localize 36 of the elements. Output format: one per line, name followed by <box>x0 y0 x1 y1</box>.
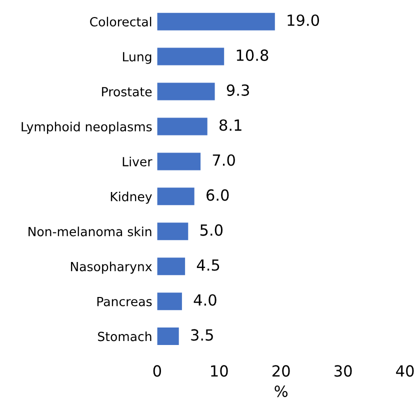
bar <box>157 12 275 30</box>
x-axis-title: % <box>274 386 288 398</box>
data-label: 5.0 <box>200 224 223 236</box>
bar <box>157 188 194 206</box>
data-label: 7.0 <box>212 154 235 166</box>
bar <box>157 48 224 66</box>
y-tick-label: Lung <box>123 52 152 64</box>
x-tick-label: 10 <box>211 365 228 377</box>
data-label: 4.5 <box>196 259 220 271</box>
bar <box>157 328 179 346</box>
x-tick-label: 40 <box>396 365 414 377</box>
y-tick-label: Stomach <box>98 332 152 342</box>
data-label: 6.0 <box>206 189 229 201</box>
y-tick-label: Nasopharynx <box>70 262 152 274</box>
data-label: 19.0 <box>288 14 320 26</box>
y-tick-label: Colorectal <box>90 16 152 26</box>
x-tick-label: 0 <box>153 365 162 377</box>
data-label: 10.8 <box>236 49 268 61</box>
bar <box>157 292 182 310</box>
bar <box>157 222 188 240</box>
y-tick-label: Non-melanoma skin <box>28 226 152 236</box>
bar <box>157 118 208 136</box>
y-tick-label: Liver <box>122 156 152 166</box>
y-tick-label: Lymphoid neoplasms <box>22 122 152 134</box>
bar <box>157 82 215 100</box>
x-tick-label: 20 <box>272 365 290 377</box>
data-label: 3.5 <box>191 329 213 341</box>
y-tick-label: Kidney <box>110 192 152 204</box>
y-tick-label: Pancreas <box>97 296 152 306</box>
y-tick-label: Prostate <box>102 87 152 96</box>
bar <box>157 258 186 276</box>
data-label: 4.0 <box>194 294 216 306</box>
data-label: 8.1 <box>220 119 242 131</box>
x-tick-label: 30 <box>334 365 352 377</box>
bar <box>157 152 201 170</box>
data-label: 9.3 <box>226 84 249 96</box>
